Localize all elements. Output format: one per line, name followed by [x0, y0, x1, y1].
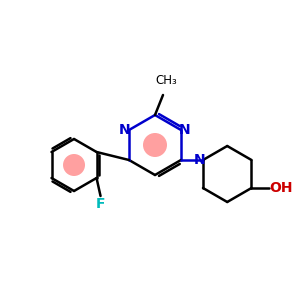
Text: CH₃: CH₃ [155, 74, 177, 87]
Text: N: N [194, 153, 206, 167]
Text: F: F [96, 197, 105, 211]
Text: N: N [119, 123, 131, 137]
Text: N: N [179, 123, 191, 137]
Text: OH: OH [270, 181, 293, 195]
Circle shape [63, 154, 85, 176]
Circle shape [143, 133, 167, 157]
